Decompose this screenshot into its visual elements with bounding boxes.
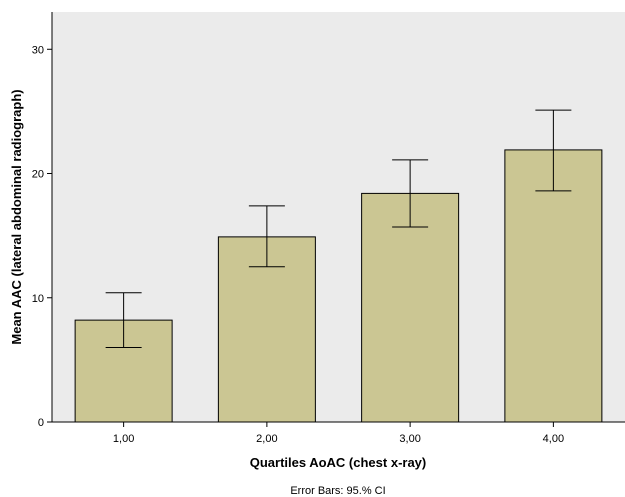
y-tick-label: 10 (32, 293, 44, 305)
x-axis-title: Quartiles AoAC (chest x-ray) (250, 455, 427, 470)
x-tick-label: 1,00 (113, 433, 134, 445)
y-axis-ticks: 0 10 20 30 (32, 44, 52, 429)
error-bars-group (105, 109, 572, 348)
x-tick-label: 4,00 (543, 433, 564, 445)
bar (504, 149, 603, 423)
bar (361, 192, 460, 423)
y-tick-label: 30 (32, 44, 44, 56)
x-tick-label: 2,00 (256, 433, 277, 445)
bar (217, 236, 316, 423)
x-axis-ticks: 1,00 2,00 3,00 4,00 (113, 422, 564, 445)
x-tick-label: 3,00 (399, 433, 420, 445)
bars-group (74, 149, 603, 423)
y-tick-label: 0 (38, 417, 44, 429)
y-tick-label: 20 (32, 169, 44, 181)
y-axis-title: Mean AAC (lateral abdominal radiograph) (9, 89, 24, 344)
chart-footnote: Error Bars: 95.% CI (290, 485, 385, 497)
